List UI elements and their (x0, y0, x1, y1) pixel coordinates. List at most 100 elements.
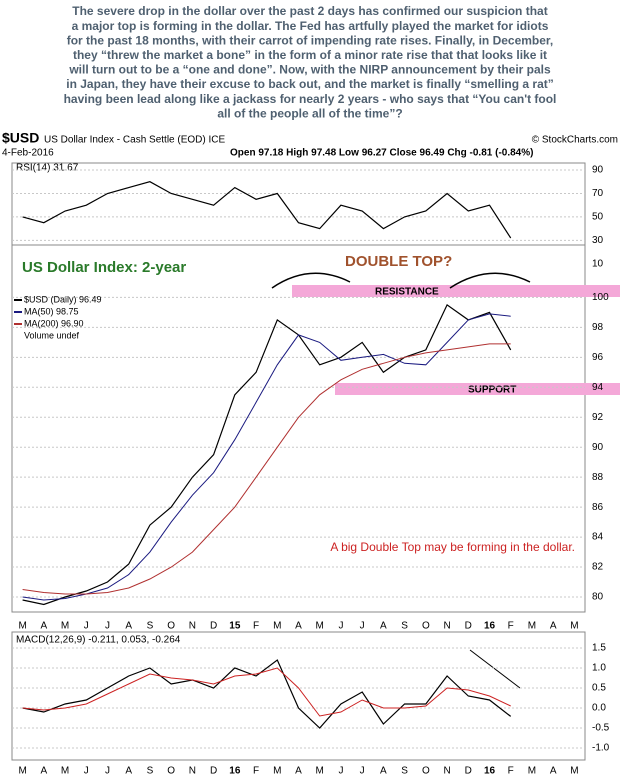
x-tick-label: 15 (229, 621, 241, 632)
x-tick-label: F (253, 621, 259, 632)
y-tick-label: 82 (592, 562, 604, 573)
x-tick-label: A (550, 621, 557, 632)
x-tick-label: D (465, 766, 472, 777)
x-tick-label: 16 (484, 621, 496, 632)
chart-title: US Dollar Index - Cash Settle (EOD) ICE (44, 135, 225, 146)
x-tick-label: J (84, 766, 89, 777)
series-line (22, 667, 511, 717)
series-line (22, 303, 512, 606)
annotation: A big Double Top may be forming in the d… (330, 540, 575, 554)
x-tick-label: A (125, 621, 132, 632)
x-tick-label: M (570, 621, 578, 632)
legend-label: $USD (Daily) 96.49 (24, 294, 102, 304)
y-tick-label: 86 (592, 502, 604, 513)
x-tick-label: S (401, 766, 408, 777)
commentary-line: for the past 18 months, with their carro… (67, 33, 554, 47)
x-tick-label: A (40, 621, 47, 632)
x-tick-label: N (443, 766, 450, 777)
y-tick-label: 70 (592, 188, 604, 199)
y-tick-label: -0.5 (592, 723, 610, 734)
y-tick-label: 88 (592, 472, 604, 483)
top-arc (271, 272, 351, 289)
x-tick-label: M (316, 621, 324, 632)
x-tick-label: M (273, 766, 281, 777)
x-tick-label: M (570, 766, 578, 777)
y-tick-label: 50 (592, 212, 604, 223)
x-tick-label: A (125, 766, 132, 777)
y-tick-label: -1.0 (592, 743, 610, 754)
x-tick-label: S (147, 621, 154, 632)
x-tick-label: M (316, 766, 324, 777)
x-tick-label: N (189, 766, 196, 777)
symbol: $USD (2, 130, 39, 146)
x-tick-label: D (210, 766, 217, 777)
price-panel (11, 244, 586, 613)
commentary-line: a major top is forming in the dollar. Th… (72, 19, 549, 33)
x-tick-label: M (18, 766, 26, 777)
y-tick-label: 80 (592, 592, 604, 603)
y-tick-label: 0.0 (592, 703, 606, 714)
x-tick-label: O (167, 621, 175, 632)
x-tick-label: J (84, 621, 89, 632)
commentary-line: The severe drop in the dollar over the p… (72, 4, 547, 18)
date: 4-Feb-2016 (2, 148, 54, 159)
annotation: RESISTANCE (375, 287, 439, 298)
x-tick-label: A (295, 621, 302, 632)
x-tick-label: M (18, 621, 26, 632)
y-tick-label: 96 (592, 352, 604, 363)
x-tick-label: A (295, 766, 302, 777)
x-tick-label: J (338, 621, 343, 632)
x-tick-label: M (273, 621, 281, 632)
y-tick-label: 1.5 (592, 643, 606, 654)
trend-line (469, 649, 521, 689)
series-line (22, 659, 512, 729)
legend-label: MA(50) 98.75 (24, 306, 79, 316)
x-tick-label: D (210, 621, 217, 632)
resistance-band (292, 285, 620, 297)
x-tick-label: J (338, 766, 343, 777)
x-tick-label: J (360, 766, 365, 777)
x-tick-label: N (189, 621, 196, 632)
x-tick-label: M (61, 621, 69, 632)
series-line (22, 313, 511, 601)
commentary-line: in Japan, they have their excuse to back… (66, 77, 554, 91)
x-tick-label: A (550, 766, 557, 777)
subtitle: US Dollar Index: 2-year (22, 259, 186, 276)
commentary-line: all of the people all of the time”? (217, 106, 402, 120)
x-tick-label: A (380, 766, 387, 777)
y-tick-label: 90 (592, 165, 604, 176)
x-tick-label: M (528, 766, 536, 777)
x-tick-label: O (422, 621, 430, 632)
x-tick-label: S (401, 621, 408, 632)
y-tick-label: 30 (592, 235, 604, 246)
annotation: SUPPORT (468, 385, 516, 396)
top-arc (449, 272, 531, 289)
macd-panel (11, 631, 586, 761)
commentary-line: they “threw the market a bone” in the fo… (73, 48, 547, 62)
x-tick-label: J (105, 621, 110, 632)
series-line (22, 181, 512, 239)
x-tick-label: J (105, 766, 110, 777)
x-tick-label: F (508, 766, 514, 777)
y-tick-label: 90 (592, 442, 604, 453)
commentary-line: having been lead along like a jackass fo… (64, 92, 557, 106)
x-tick-label: O (422, 766, 430, 777)
rsi-label: RSI(14) 31.67 (16, 163, 79, 174)
x-tick-label: F (253, 766, 259, 777)
x-tick-label: F (508, 621, 514, 632)
commentary-line: will turn out to be a “one and done”. No… (68, 63, 551, 77)
rsi-panel (11, 162, 586, 246)
y-tick-label: 10 (592, 258, 604, 269)
y-tick-label: 92 (592, 412, 604, 423)
quote: Open 97.18 High 97.48 Low 96.27 Close 96… (230, 148, 533, 159)
y-tick-label: 1.0 (592, 663, 606, 674)
x-tick-label: M (528, 621, 536, 632)
series-line (22, 343, 511, 595)
source: © StockCharts.com (532, 135, 618, 146)
x-tick-label: M (61, 766, 69, 777)
x-tick-label: N (443, 621, 450, 632)
x-tick-label: 16 (229, 766, 241, 777)
y-tick-label: 100 (592, 292, 609, 303)
